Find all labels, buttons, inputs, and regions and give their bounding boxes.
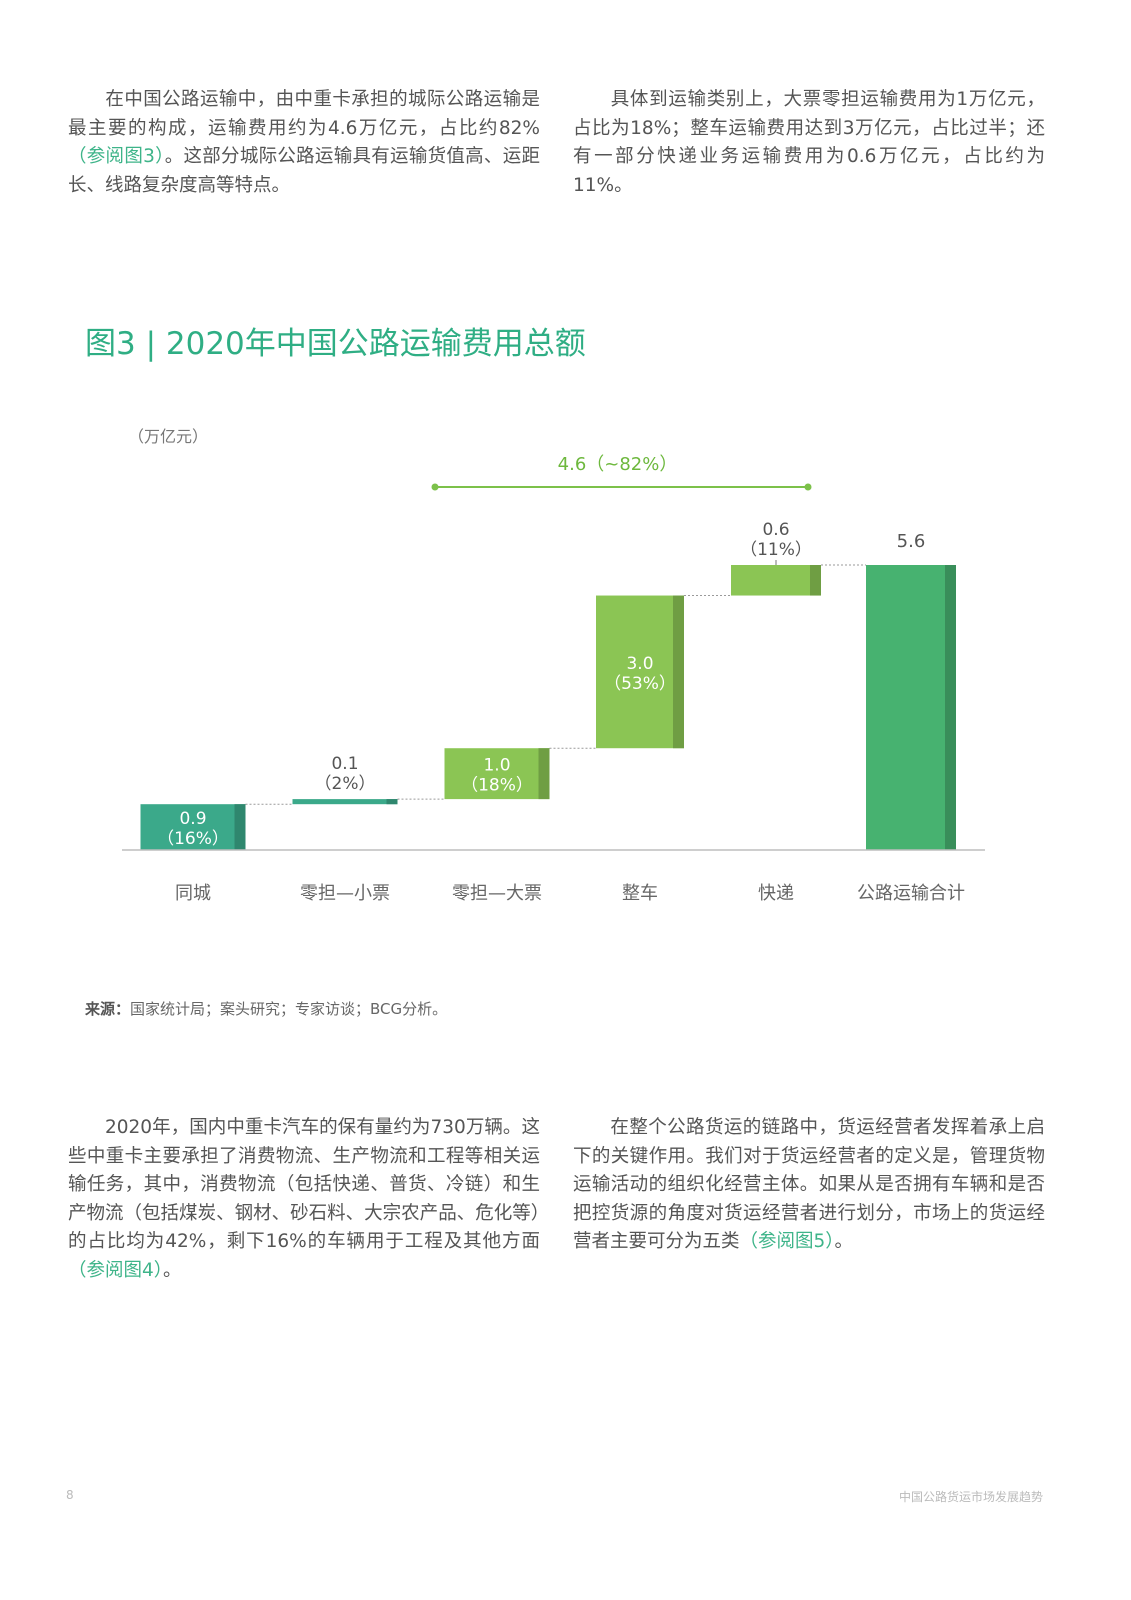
bar-公路运输合计 [866, 565, 956, 850]
paragraph-4-text-end: 。 [834, 1231, 854, 1252]
data-label-share: （2%） [315, 774, 376, 794]
bar-shadow [538, 748, 550, 800]
paragraph-3-text-end: 。 [163, 1259, 182, 1281]
data-label-value: 0.9 [179, 809, 206, 829]
paragraph-1: 在中国公路运输中，由中重卡承担的城际公路运输是最主要的构成，运输费用约为4.6万… [68, 86, 540, 200]
data-label-value: 0.1 [331, 754, 358, 774]
footer-report-title: 中国公路货运市场发展趋势 [898, 1490, 1043, 1504]
bar-shadow [234, 804, 246, 850]
bar-零担—小票 [292, 799, 398, 805]
paragraph-1-text: 在中国公路运输中，由中重卡承担的城际公路运输是最主要的构成，运输费用约为4.6万… [68, 89, 540, 139]
figure-3-reference-link[interactable]: （参阅图3） [68, 146, 165, 167]
chart-unit-label: （万亿元） [128, 427, 208, 446]
data-label-value: 5.6 [897, 531, 926, 552]
paragraph-4: 在整个公路货运的链路中，货运经营者发挥着承上启下的关键作用。我们对于货运经营者的… [573, 1114, 1045, 1257]
data-label-share: （53%） [604, 674, 676, 694]
category-label: 整车 [622, 883, 658, 904]
source-label: 来源： [85, 1000, 131, 1018]
category-label: 公路运输合计 [857, 883, 965, 904]
paragraph-4-text: 在整个公路货运的链路中，货运经营者发挥着承上启下的关键作用。我们对于货运经营者的… [573, 1117, 1045, 1252]
data-label-share: （11%） [740, 540, 812, 560]
category-label: 零担—大票 [452, 883, 542, 904]
paragraph-3-text: 2020年，国内中重卡汽车的保有量约为730万辆。这些中重卡主要承担了消费物流、… [68, 1117, 540, 1252]
paragraph-2-text: 具体到运输类别上，大票零担运输费用为1万亿元，占比为18%；整车运输费用达到3万… [573, 89, 1045, 196]
bar-shadow [810, 565, 821, 596]
page-number: 8 [66, 1488, 74, 1502]
bracket-label: 4.6（~82%） [558, 454, 678, 475]
bar-快递 [731, 565, 821, 596]
paragraph-1-text-end: 。这部分城际公路运输具有运输货值高、运距长、线路复杂度高等特点。 [68, 146, 540, 196]
source-note: 来源：国家统计局；案头研究；专家访谈；BCG分析。 [85, 998, 447, 1019]
paragraph-3: 2020年，国内中重卡汽车的保有量约为730万辆。这些中重卡主要承担了消费物流、… [68, 1114, 540, 1285]
bracket-endpoint [431, 483, 439, 491]
category-label: 快递 [758, 883, 794, 904]
category-label: 零担—小票 [300, 883, 390, 904]
category-label: 同城 [175, 883, 211, 904]
source-text: 国家统计局；案头研究；专家访谈；BCG分析。 [130, 1000, 448, 1018]
bar-shadow [386, 799, 398, 805]
data-label-share: （18%） [461, 776, 533, 796]
bar-整车 [596, 595, 684, 749]
data-label-value: 0.6 [762, 520, 789, 540]
data-label-value: 3.0 [626, 654, 653, 674]
bar-shadow [945, 565, 956, 850]
bracket-endpoint [804, 483, 812, 491]
paragraph-2: 具体到运输类别上，大票零担运输费用为1万亿元，占比为18%；整车运输费用达到3万… [573, 86, 1045, 200]
figure-4-reference-link[interactable]: （参阅图4） [68, 1259, 164, 1281]
bar-同城 [140, 804, 246, 850]
bar-零担—大票 [444, 748, 550, 800]
bar-shadow [673, 595, 684, 749]
waterfall-chart: （万亿元） 0.9（16%） 0.1（2%） 1.0（18%） 3.0（53%） 0.6（… [122, 427, 985, 904]
data-label-value: 1.0 [483, 756, 510, 776]
figure-5-reference-link[interactable]: （参阅图5） [739, 1231, 835, 1252]
data-label-share: （16%） [157, 829, 229, 849]
figure-title: 图3 | 2020年中国公路运输费用总额 [85, 326, 586, 362]
